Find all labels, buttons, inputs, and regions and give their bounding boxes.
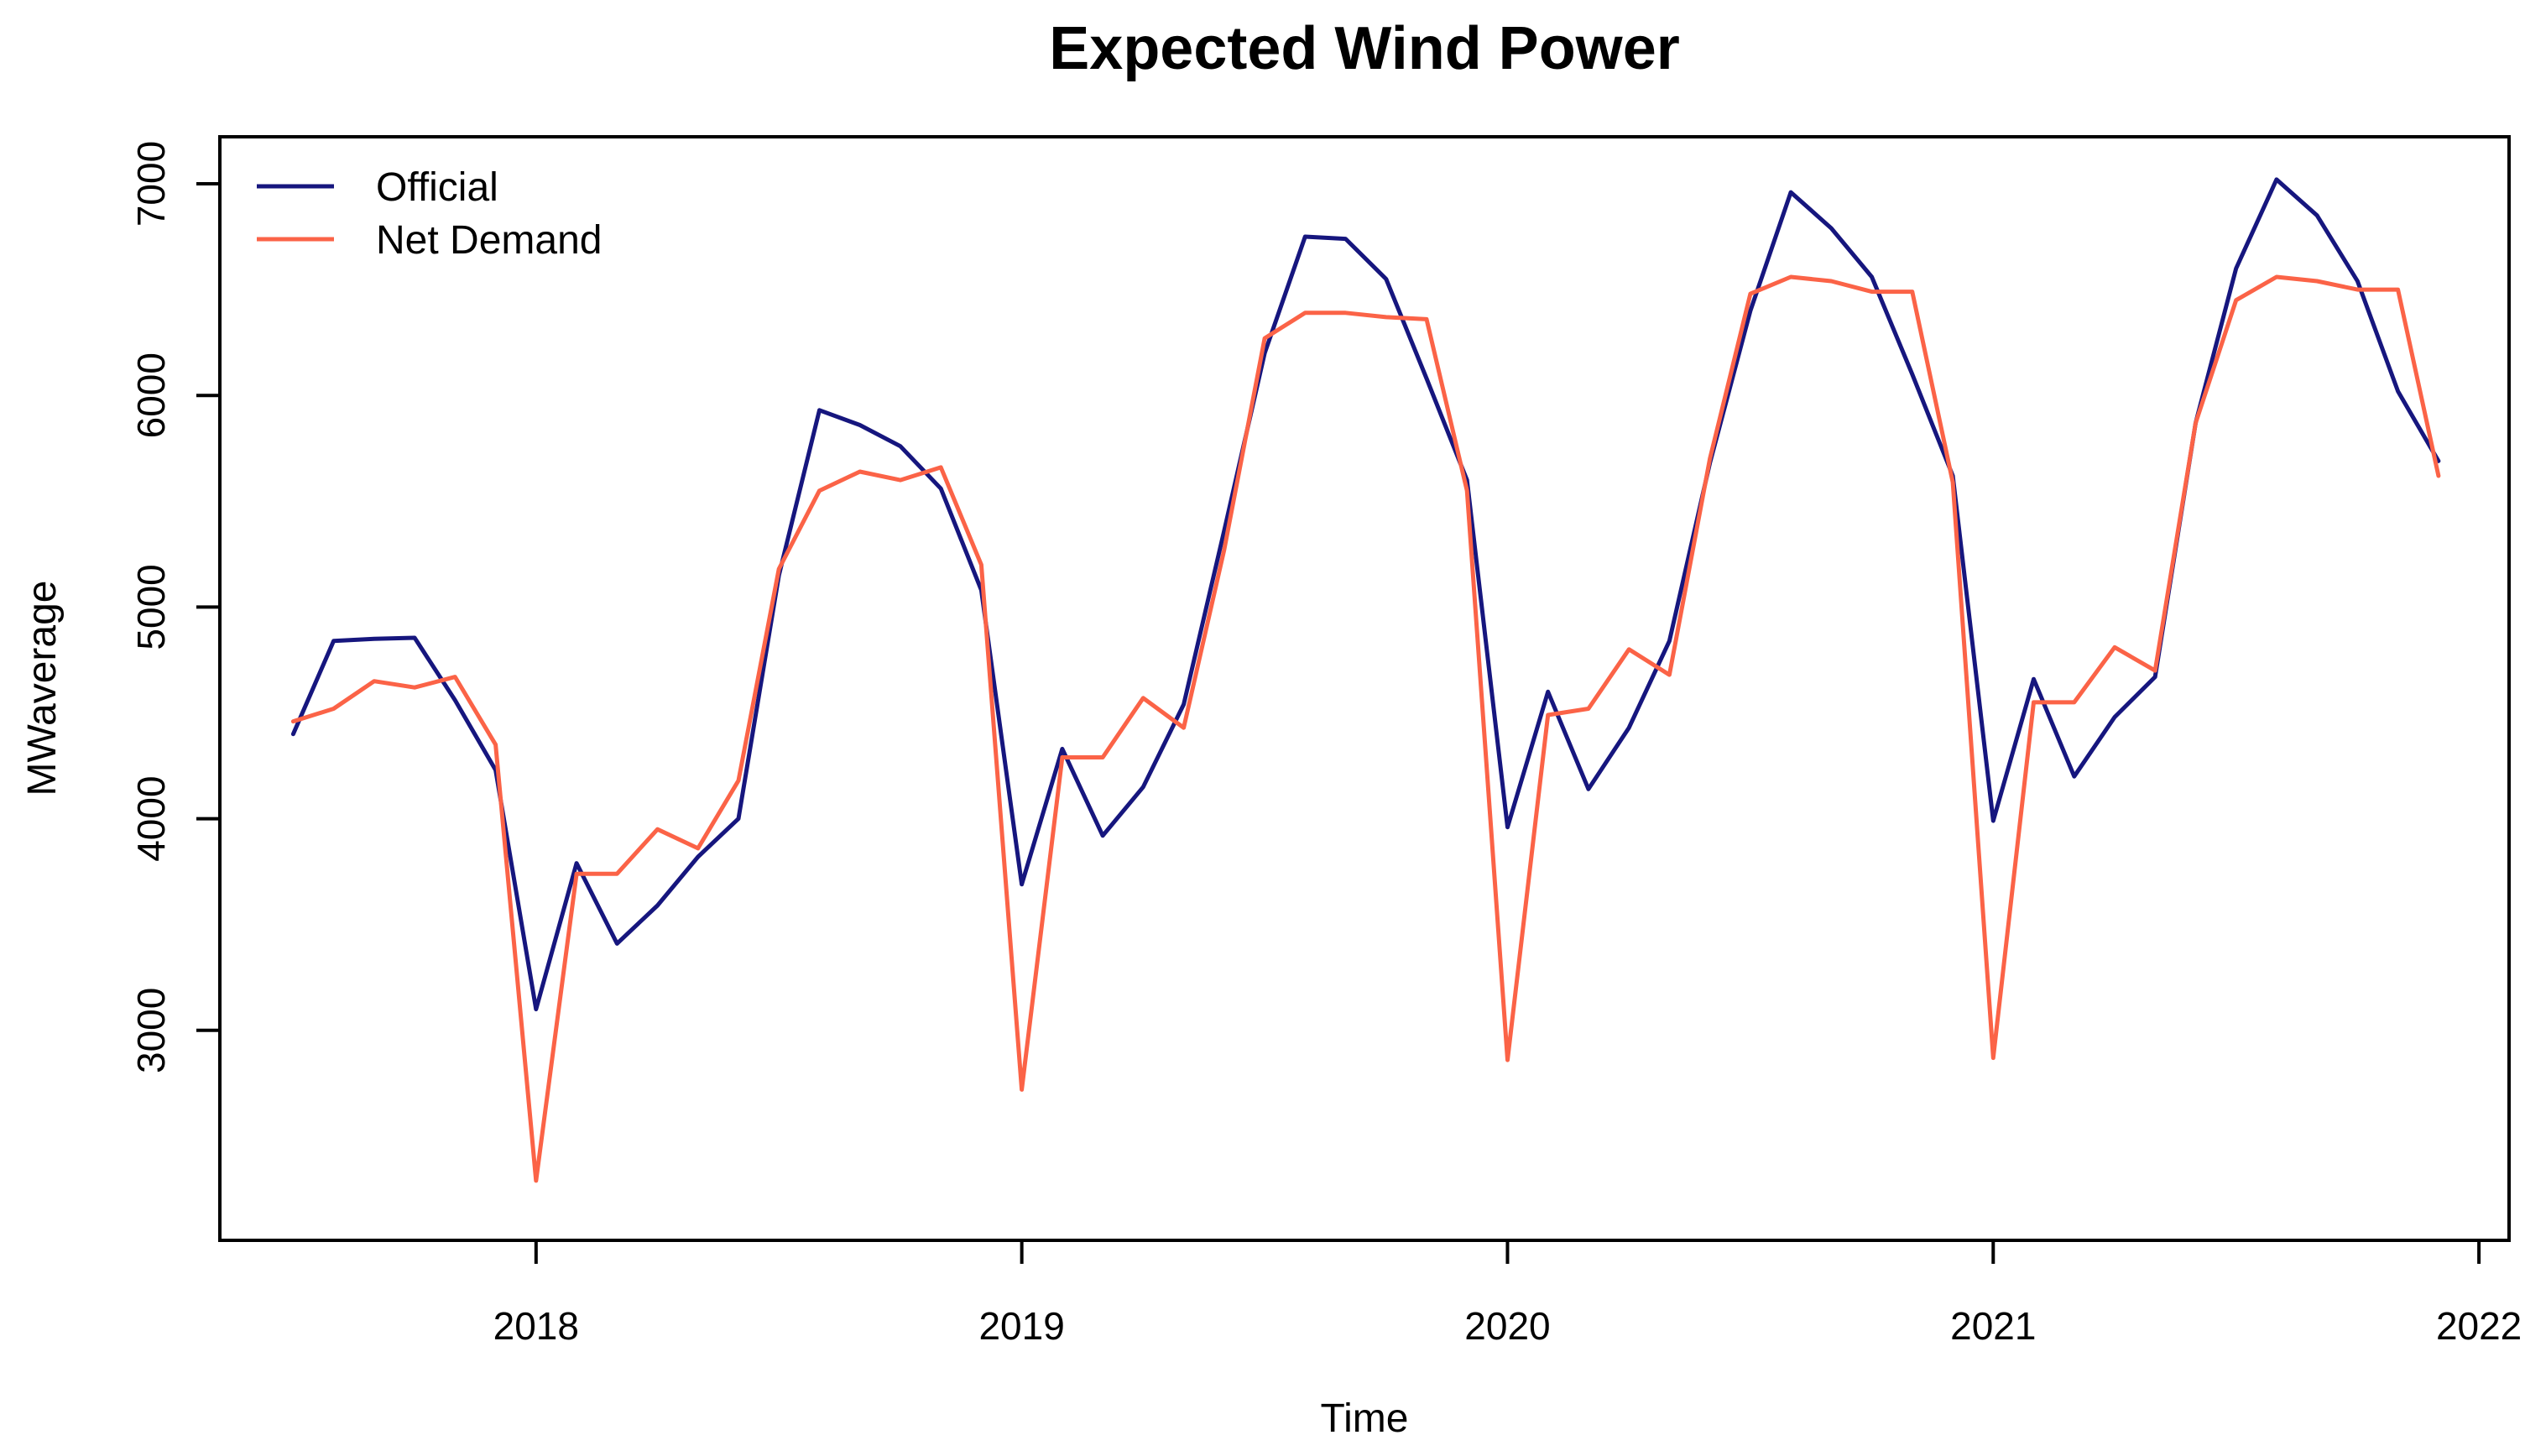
x-tick-label: 2021 xyxy=(1950,1304,2036,1348)
y-axis-title: MWaverage xyxy=(20,581,65,796)
chart-title: Expected Wind Power xyxy=(1049,15,1680,82)
official-series-line xyxy=(290,177,2441,1012)
x-tick-label: 2020 xyxy=(1464,1304,1550,1348)
x-axis-title: Time xyxy=(1321,1396,1409,1441)
x-tick-label: 2018 xyxy=(493,1304,579,1348)
y-axis: 3000 4000 5000 6000 7000 xyxy=(129,141,220,1073)
y-tick-label: 5000 xyxy=(129,564,173,650)
legend-label-net-demand: Net Demand xyxy=(376,218,602,263)
plot-border xyxy=(218,135,2511,1242)
y-tick-label: 3000 xyxy=(129,988,173,1073)
legend-item-net-demand: Net Demand xyxy=(257,218,602,263)
y-tick-label: 6000 xyxy=(129,352,173,438)
y-tick-label: 4000 xyxy=(129,775,173,861)
legend: Official Net Demand xyxy=(257,165,602,263)
x-tick-label: 2019 xyxy=(978,1304,1064,1348)
net-demand-series-line xyxy=(290,274,2441,1183)
legend-label-official: Official xyxy=(376,165,498,210)
y-tick-label: 7000 xyxy=(129,141,173,227)
series-lines xyxy=(290,177,2441,1183)
x-tick-label: 2022 xyxy=(2436,1304,2522,1348)
legend-item-official: Official xyxy=(257,165,498,210)
x-axis: 2018 2019 2020 2021 2022 xyxy=(493,1240,2522,1348)
